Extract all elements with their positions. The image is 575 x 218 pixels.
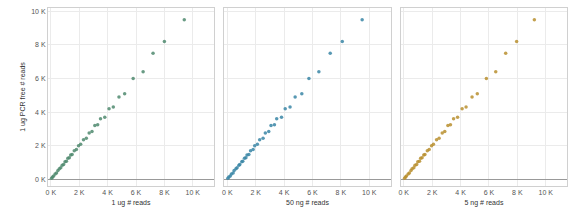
svg-text:0 K: 0 K (46, 189, 57, 196)
svg-text:0 K: 0 K (399, 189, 410, 196)
svg-text:2 K: 2 K (74, 189, 85, 196)
svg-text:5 ng # reads: 5 ng # reads (464, 199, 503, 207)
svg-text:6 K: 6 K (131, 189, 142, 196)
svg-text:4 K: 4 K (455, 189, 466, 196)
svg-text:50 ng # reads: 50 ng # reads (286, 199, 329, 207)
svg-text:1 ug PCR free # reads: 1 ug PCR free # reads (19, 62, 27, 132)
svg-text:8 K: 8 K (336, 189, 347, 196)
svg-text:2 K: 2 K (250, 189, 261, 196)
svg-text:10 K: 10 K (539, 189, 554, 196)
svg-text:10 K: 10 K (31, 8, 46, 15)
svg-text:0 K: 0 K (222, 189, 233, 196)
svg-text:10 K: 10 K (186, 189, 201, 196)
svg-text:1 ug # reads: 1 ug # reads (112, 199, 151, 207)
svg-text:6 K: 6 K (484, 189, 495, 196)
svg-text:2 K: 2 K (35, 142, 46, 149)
svg-text:8 K: 8 K (35, 41, 46, 48)
svg-text:4 K: 4 K (279, 189, 290, 196)
svg-text:4 K: 4 K (35, 109, 46, 116)
svg-text:2 K: 2 K (427, 189, 438, 196)
svg-text:6 K: 6 K (35, 75, 46, 82)
svg-text:8 K: 8 K (159, 189, 170, 196)
svg-text:4 K: 4 K (102, 189, 113, 196)
svg-text:8 K: 8 K (512, 189, 523, 196)
svg-text:10 K: 10 K (362, 189, 377, 196)
svg-text:6 K: 6 K (307, 189, 318, 196)
svg-text:0 K: 0 K (35, 176, 46, 183)
